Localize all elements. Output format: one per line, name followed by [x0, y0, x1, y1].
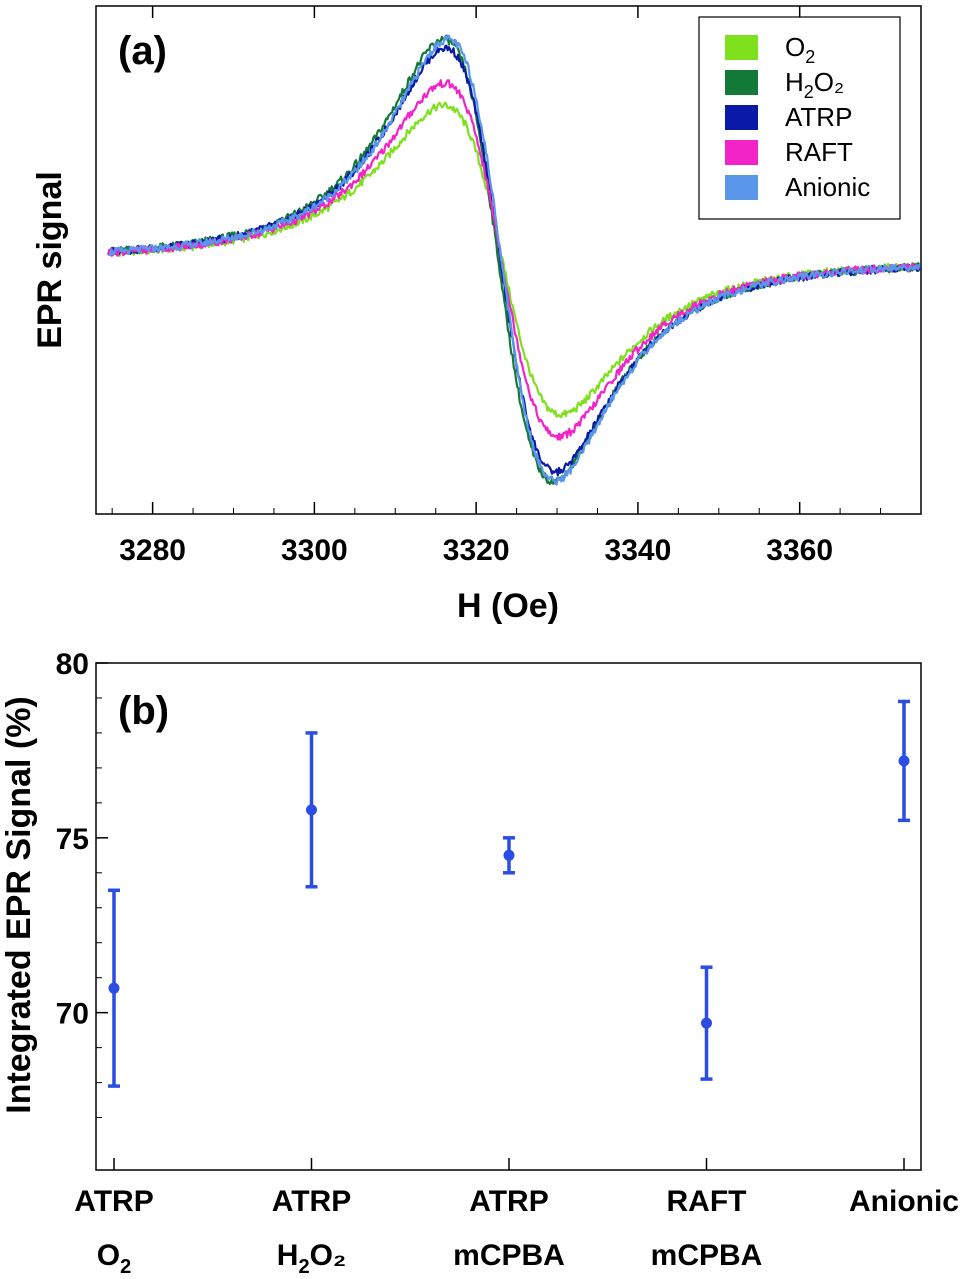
panel-b-category-label-line2: H2O₂ [277, 1239, 346, 1278]
panel-b-category-label-line1: ATRP [74, 1185, 153, 1218]
data-point [898, 755, 910, 767]
panel-b-label: (b) [118, 689, 169, 733]
panel-b-x-ticks: ATRP O2 ATRP H2O₂ ATRP mCPBA RAFT mCPBA Anionic [74, 1158, 959, 1278]
epr-spectrum-panel: 3280 3300 3320 3340 3360 (a) H (Oe) EPR sign… [31, 5, 922, 625]
panel-a-x-ticks: 3280 3300 3320 3340 3360 [111, 6, 882, 567]
legend-swatch [725, 105, 758, 130]
panel-b-category-label-line2: mCPBA [651, 1239, 763, 1272]
panel-b-category-label-line1: Anionic [849, 1185, 959, 1218]
legend-entry-label: Anionic [785, 172, 870, 202]
panel-a-curves [107, 34, 921, 486]
panel-b-category-label-line1: RAFT [667, 1185, 747, 1218]
legend-entry-label: RAFT [785, 137, 853, 167]
panel-b-y-axis-title: Integrated EPR Signal (%) [0, 696, 38, 1114]
legend-swatch [725, 175, 758, 200]
panel-a-plot-frame [95, 5, 922, 515]
panel-b-points [108, 699, 910, 1088]
epr-curve [107, 34, 921, 486]
panel-a-x-tick-label: 3340 [605, 534, 672, 567]
panel-a-x-tick-label: 3320 [443, 534, 510, 567]
panel-a-x-tick-label: 3360 [766, 534, 833, 567]
data-point [108, 982, 120, 994]
data-point [701, 1017, 712, 1029]
data-point [306, 804, 317, 816]
panel-b-category-label-line2: mCPBA [453, 1239, 565, 1272]
panel-a-x-axis-title: H (Oe) [457, 587, 559, 625]
data-point [503, 849, 515, 861]
panel-b-y-tick-label: 75 [56, 823, 89, 856]
legend-entry-label: O2 [785, 32, 815, 67]
legend-entry-label: ATRP [785, 102, 852, 132]
panel-b-category-label-line1: ATRP [469, 1185, 548, 1218]
legend-swatch [725, 140, 758, 165]
panel-b-category-label-line2: O2 [97, 1239, 131, 1278]
panel-a-x-tick-label: 3280 [119, 534, 186, 567]
panel-a-x-tick-label: 3300 [281, 534, 348, 567]
panel-b-plot-frame [95, 662, 922, 1171]
panel-b-category-label-line1: ATRP [272, 1185, 351, 1218]
panel-a-label: (a) [118, 29, 167, 73]
legend-swatch [725, 35, 758, 60]
panel-b-y-tick-label: 70 [56, 998, 89, 1031]
legend-swatch [725, 70, 758, 95]
legend-entry-label: H2O₂ [785, 67, 844, 102]
panel-b-y-ticks: 70 75 80 [56, 648, 108, 1119]
panel-b-y-tick-label: 80 [56, 648, 89, 681]
panel-a-y-axis-title: EPR signal [31, 171, 69, 349]
